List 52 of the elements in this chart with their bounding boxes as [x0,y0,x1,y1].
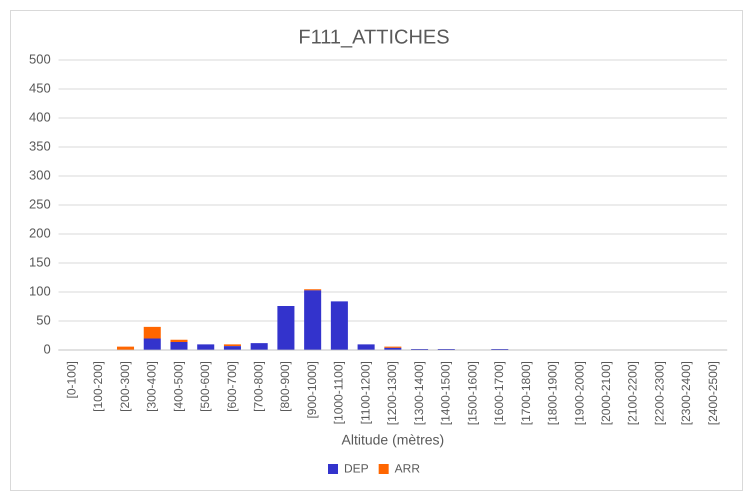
x-axis-title: Altitude (mètres) [341,431,444,448]
bar [358,344,375,350]
bar [250,343,268,350]
x-tick-label: [1700-1800] [518,361,533,426]
bar [224,346,241,350]
bar [144,338,161,350]
bar [330,301,348,350]
x-tick-label: [100-200] [91,361,106,412]
x-tick-label: [600-700] [224,361,239,412]
y-tick-label: 400 [28,110,51,125]
x-tick-label: [500-600] [198,361,212,412]
x-tick-label: [900-1000] [304,361,319,419]
x-tick-label: [800-900] [278,361,292,412]
y-tick-label: 500 [28,52,51,67]
y-tick-label: 450 [28,80,51,96]
x-tick-label: [1300-1400] [412,361,426,426]
bar [170,340,188,342]
x-tick-label: [1200-1300] [385,361,400,426]
legend-label: DEP [344,461,369,476]
y-tick-label: 250 [28,196,51,212]
bar [144,326,161,339]
bar [170,342,188,350]
x-tick-label: [1900-2000] [572,361,586,426]
x-tick-label: [1400-1500] [438,361,453,426]
bar [304,290,322,350]
x-tick-label: [200-300] [118,361,132,412]
y-tick-label: 300 [28,168,51,183]
x-tick-label: [2000-2100] [599,361,614,426]
y-tick-label: 50 [36,312,51,328]
x-tick-label: [2400-2500] [706,361,720,426]
x-tick-label: [700-800] [251,361,266,412]
x-tick-label: [1600-1700] [492,361,506,426]
bar [277,306,294,350]
y-tick-label: 100 [28,284,51,299]
y-tick-label: 200 [28,226,51,241]
bar [117,346,134,350]
x-tick-label: [1500-1600] [465,361,480,426]
x-tick-label: [1000-1100] [332,361,346,424]
x-tick-label: [1100-1200] [358,361,372,424]
chart-title: F111_ATTICHES [298,26,450,49]
bar [197,344,214,350]
x-tick-label: [1800-1900] [546,361,560,426]
legend-label: ARR [394,461,420,476]
x-tick-label: [2300-2400] [679,361,694,426]
x-tick-label: [0-100] [64,361,78,399]
y-tick-label: 150 [28,254,51,270]
x-tick-label: [400-500] [171,361,186,412]
x-tick-label: [2100-2200] [626,361,640,426]
x-tick-label: [300-400] [144,361,159,412]
y-tick-label: 0 [43,342,51,357]
x-tick-label: [2200-2300] [652,361,666,426]
y-tick-label: 350 [28,138,51,154]
